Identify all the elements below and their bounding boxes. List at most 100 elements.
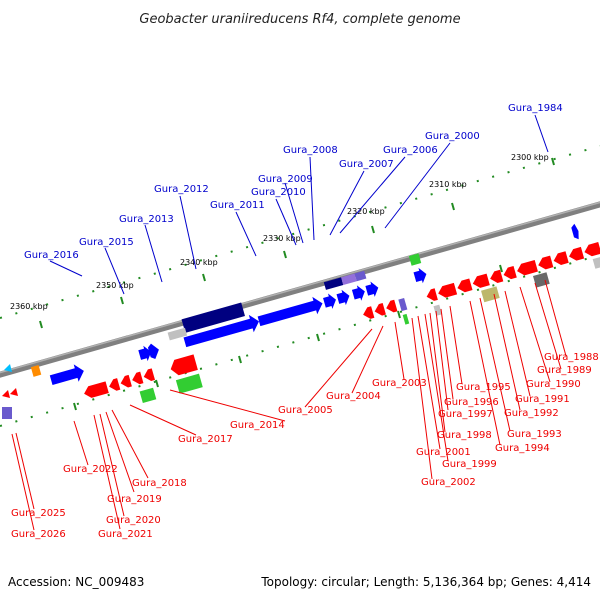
gene-block-green-rev — [402, 313, 410, 325]
gene-label-gura-2019[interactable]: Gura_2019 — [107, 494, 162, 505]
gene-label-gura-2012[interactable]: Gura_2012 — [154, 184, 209, 195]
outer-major-ticks — [39, 157, 555, 329]
scale-label-2350: 2350 kbp — [96, 281, 134, 290]
genome-summary-text: Topology: circular; Length: 5,136,364 bp… — [260, 575, 591, 589]
gene-label-gura-2020[interactable]: Gura_2020 — [106, 515, 161, 526]
gene-label-gura-2006[interactable]: Gura_2006 — [383, 145, 438, 156]
gene-label-gura-1996[interactable]: Gura_1996 — [444, 397, 499, 408]
gene-label-gura-2022[interactable]: Gura_2022 — [63, 464, 118, 475]
gene-label-gura-2008[interactable]: Gura_2008 — [283, 145, 338, 156]
gene-arrow-gura-2020 — [120, 374, 132, 388]
gene-block-slate — [354, 270, 367, 282]
gene-arrow-gura-2010 — [323, 293, 336, 309]
gene-label-gura-2013[interactable]: Gura_2013 — [119, 214, 174, 225]
gene-arrow-gura-2022 — [84, 381, 109, 398]
scale-label-2320: 2320 kbp — [347, 207, 385, 216]
gene-arrow-gura-2005 — [363, 306, 375, 319]
gene-label-gura-2003[interactable]: Gura_2003 — [372, 378, 427, 389]
gene-arrow-gura-2019 — [132, 371, 144, 385]
gene-label-gura-2011[interactable]: Gura_2011 — [210, 200, 265, 211]
gene-arrow-gura-2018 — [143, 368, 155, 381]
gene-block-grey-1989 — [592, 254, 600, 269]
gene-label-gura-1994[interactable]: Gura_1994 — [495, 443, 550, 454]
forward-labels: Gura_1984 Gura_2000 Gura_2006 Gura_2007 … — [24, 103, 563, 261]
gene-arrow-gura-1997 — [490, 269, 504, 283]
gene-arrow-gura-1991 — [584, 241, 600, 257]
gene-label-gura-2000[interactable]: Gura_2000 — [425, 131, 480, 142]
gene-label-gura-2014[interactable]: Gura_2014 — [230, 420, 285, 431]
gene-arrow-gura-2017 — [170, 354, 198, 376]
left-edge-features — [2, 364, 18, 419]
gene-block-khaki — [481, 286, 500, 303]
scale-label-2340: 2340 kbp — [180, 258, 218, 267]
reverse-leaders — [11, 279, 567, 531]
gene-block-green-2000 — [408, 253, 422, 266]
gene-block-grey-rev — [433, 304, 442, 316]
gene-arrow-gura-2009 — [336, 289, 350, 306]
gene-label-gura-2015[interactable]: Gura_2015 — [79, 237, 134, 248]
gene-block-gura-2008 — [323, 277, 344, 290]
genome-backbone-highlight — [0, 201, 600, 374]
gene-label-gura-2010[interactable]: Gura_2010 — [251, 187, 306, 198]
forward-strand-genes — [30, 223, 579, 385]
gene-label-gura-1997[interactable]: Gura_1997 — [438, 409, 493, 420]
gene-label-gura-2025[interactable]: Gura_2025 — [11, 508, 66, 519]
gene-label-gura-1988[interactable]: Gura_1988 — [544, 352, 599, 363]
gene-label-gura-2026[interactable]: Gura_2026 — [11, 529, 66, 540]
scale-label-2300: 2300 kbp — [511, 153, 549, 162]
gene-arrow-gura-2000 — [413, 267, 427, 284]
gene-block-grey — [167, 327, 188, 341]
reverse-strand-genes — [84, 241, 600, 404]
gene-arrow-gura-1984 — [571, 223, 579, 240]
inner-scale-track — [0, 254, 600, 427]
gene-arrow-gura-2002 — [426, 288, 438, 301]
scale-label-2360: 2360 kbp — [10, 302, 48, 311]
gene-arrow-gura-1999 — [457, 278, 473, 293]
gene-arrow-gura-1992 — [569, 246, 585, 261]
gene-label-gura-2009[interactable]: Gura_2009 — [258, 174, 313, 185]
forward-leaders — [49, 114, 549, 295]
gene-label-gura-1998[interactable]: Gura_1998 — [437, 430, 492, 441]
inner-major-ticks — [73, 264, 503, 411]
gene-arrow-gura-2013 — [183, 314, 259, 348]
gene-block-green-2017 — [139, 387, 157, 404]
gene-arrow-gura-2021 — [109, 378, 121, 391]
gene-arrow-gura-2004 — [374, 302, 386, 316]
gene-label-gura-1990[interactable]: Gura_1990 — [526, 379, 581, 390]
gene-arrow-gura-2007 — [351, 285, 365, 301]
gene-label-gura-1984[interactable]: Gura_1984 — [508, 103, 563, 114]
gene-arrow-gura-1994 — [538, 255, 554, 270]
gene-label-gura-1989[interactable]: Gura_1989 — [537, 365, 592, 376]
gene-block-purple — [341, 273, 357, 286]
gene-label-gura-2016[interactable]: Gura_2016 — [24, 250, 79, 261]
gene-block-green-2014 — [175, 373, 203, 394]
gene-label-gura-1995[interactable]: Gura_1995 — [456, 382, 511, 393]
gene-arrow-gura-1996 — [503, 265, 517, 280]
gene-arrow-gura-2006 — [365, 281, 379, 297]
gene-arrow-gura-2003 — [386, 299, 398, 313]
gene-block-purple-rev — [398, 297, 408, 312]
gene-label-gura-2018[interactable]: Gura_2018 — [132, 478, 187, 489]
gene-label-gura-2001[interactable]: Gura_2001 — [416, 447, 471, 458]
gene-label-gura-1991[interactable]: Gura_1991 — [515, 394, 570, 405]
gene-label-gura-2002[interactable]: Gura_2002 — [421, 477, 476, 488]
gene-arrow-gura-1998 — [472, 273, 490, 288]
accession-text: Accession: NC_009483 — [8, 575, 144, 589]
gene-block-gura-2012 — [181, 302, 245, 333]
reverse-labels: Gura_1988 Gura_1989 Gura_1990 Gura_1991 … — [11, 352, 599, 540]
gene-label-gura-2021[interactable]: Gura_2021 — [98, 529, 153, 540]
gene-arrow-small — [147, 343, 159, 360]
gene-label-gura-1992[interactable]: Gura_1992 — [504, 408, 559, 419]
scale-label-2330: 2330 kbp — [263, 234, 301, 243]
gene-arrow-gura-2001 — [438, 282, 458, 298]
gene-block-orange — [30, 365, 42, 377]
gene-label-gura-1993[interactable]: Gura_1993 — [507, 429, 562, 440]
gene-label-gura-1999[interactable]: Gura_1999 — [442, 459, 497, 470]
gene-label-gura-2004[interactable]: Gura_2004 — [326, 391, 381, 402]
gene-arrow-gura-2015 — [138, 345, 152, 362]
gene-label-gura-2017[interactable]: Gura_2017 — [178, 434, 233, 445]
gene-arrow-gura-1995 — [517, 259, 538, 276]
gene-label-gura-2005[interactable]: Gura_2005 — [278, 405, 333, 416]
gene-label-gura-2007[interactable]: Gura_2007 — [339, 159, 394, 170]
